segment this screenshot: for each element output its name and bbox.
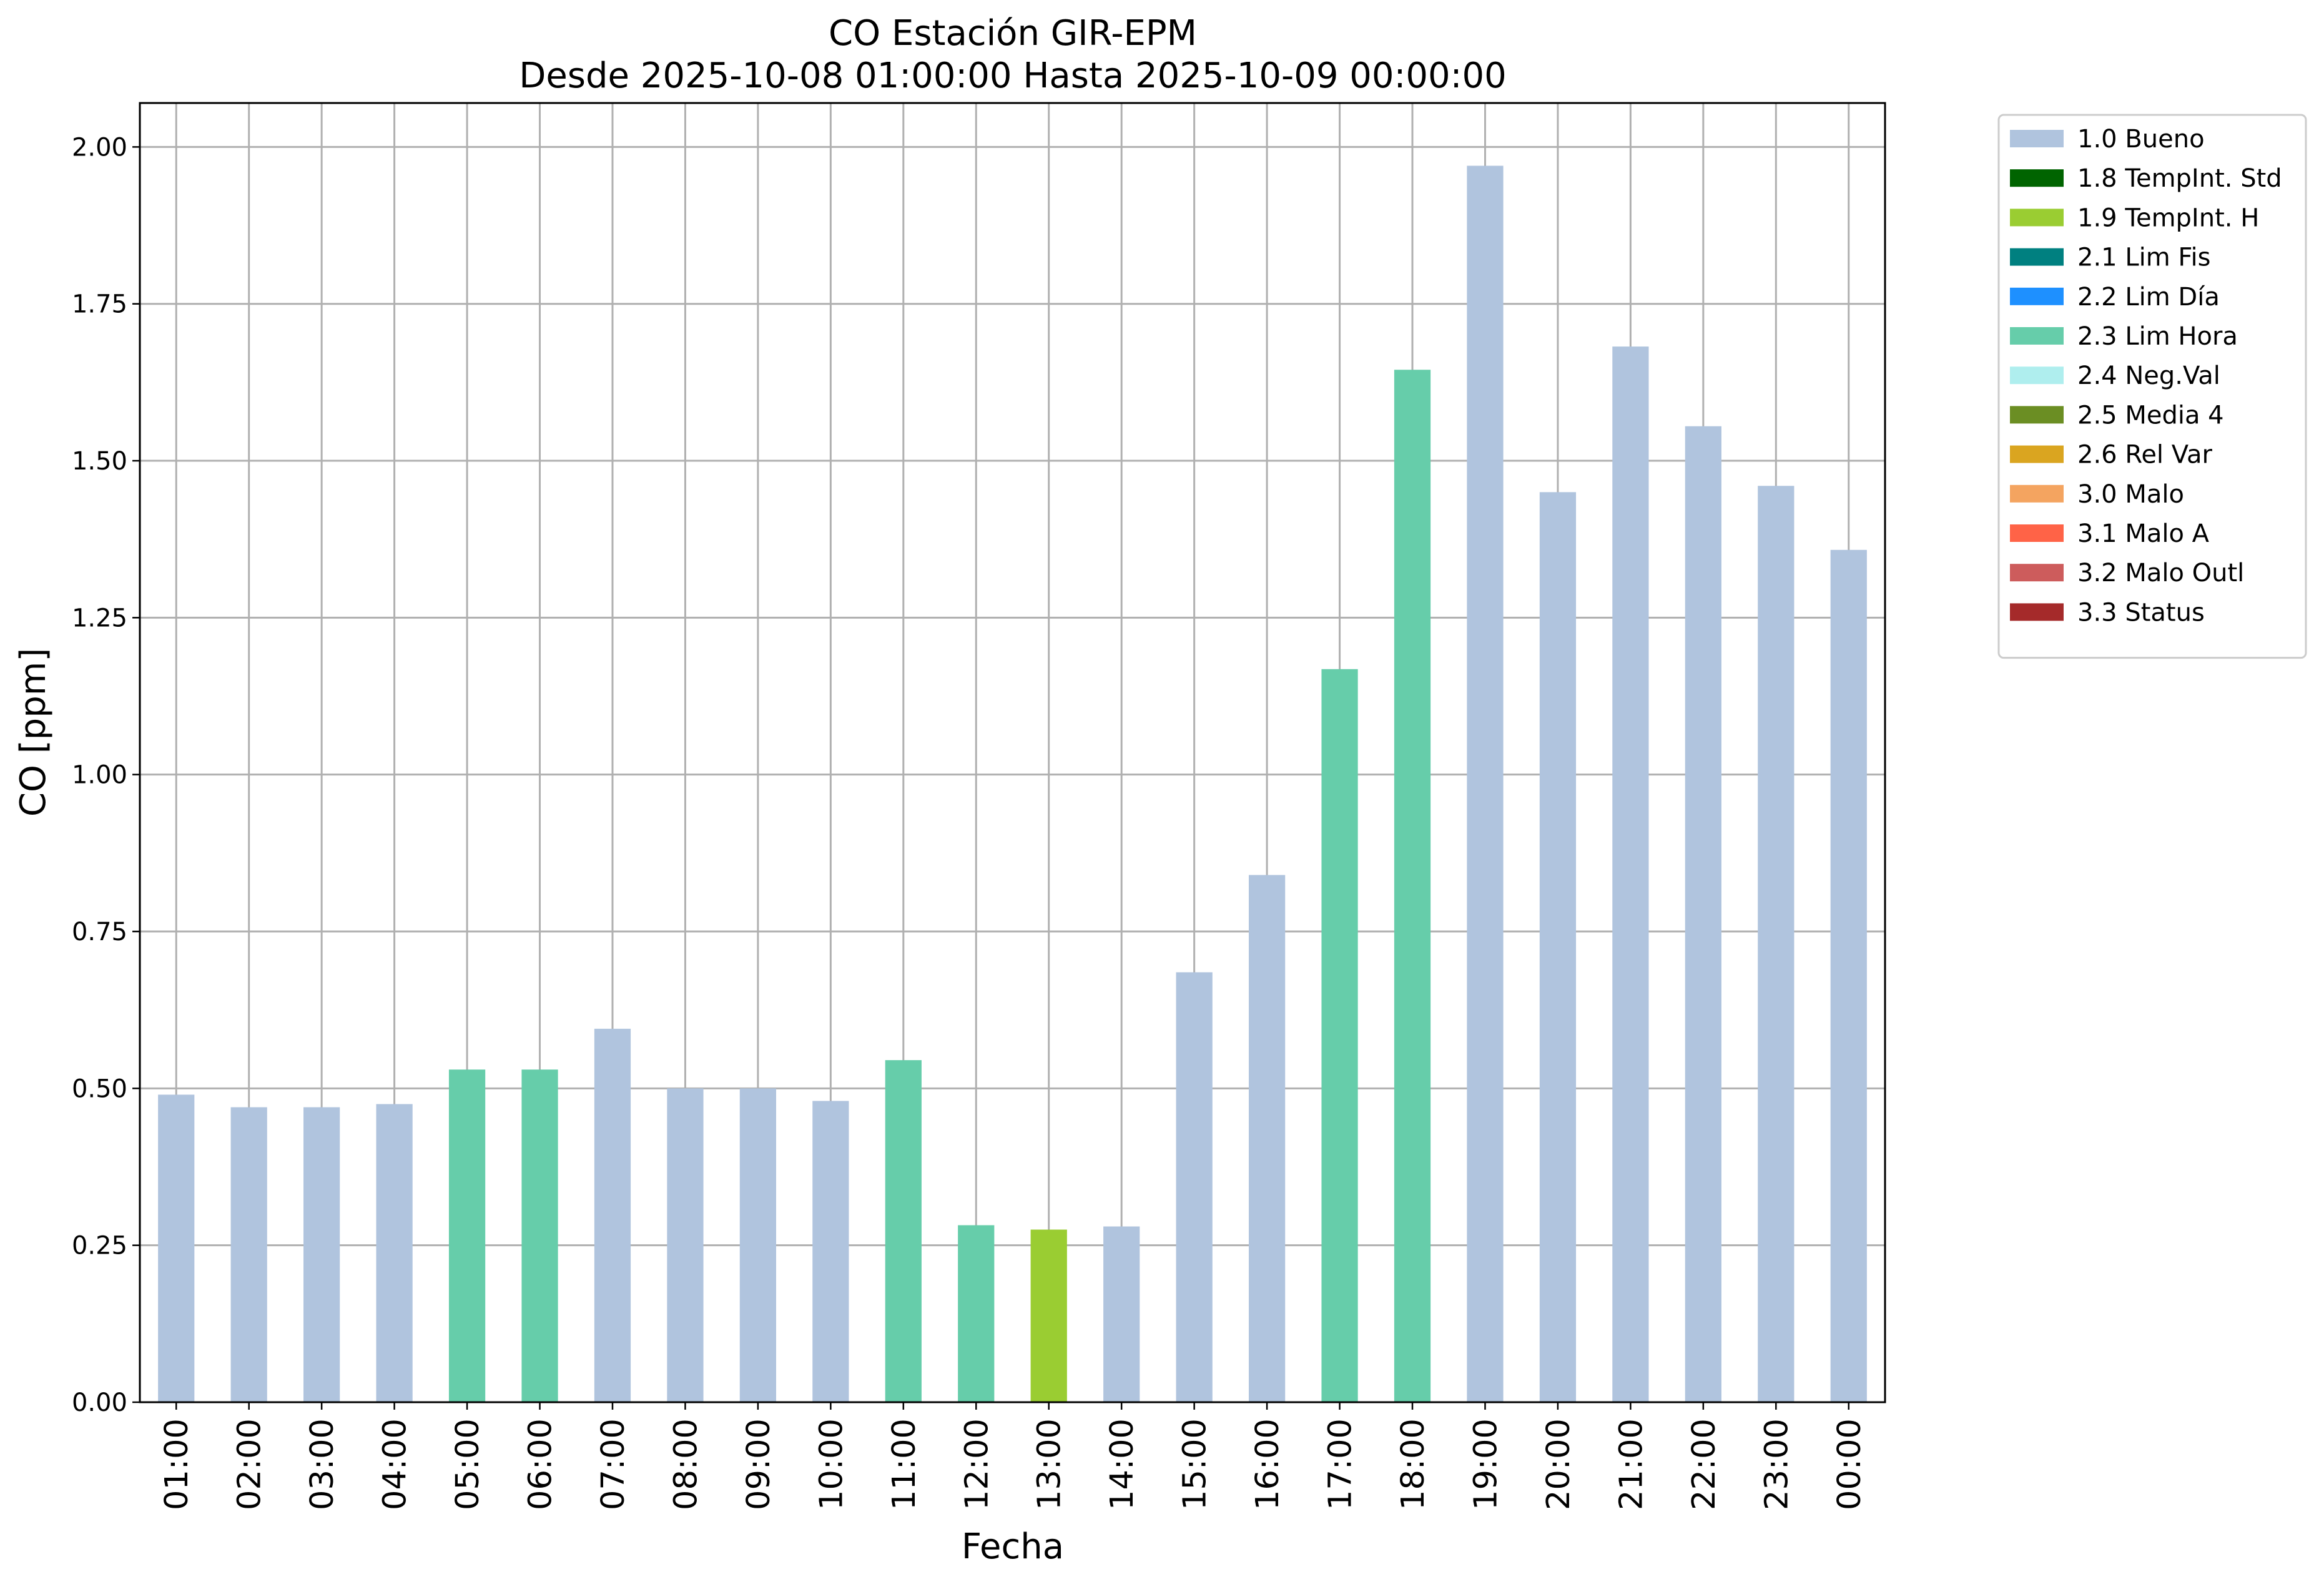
legend: 1.0 Bueno 1.8 TempInt. Std 1.9 TempInt. H 2… bbox=[1997, 114, 2307, 659]
x-tick-label: 02:00 bbox=[232, 1418, 268, 1510]
y-tick-label: 1.50 bbox=[72, 447, 127, 476]
bar-0500 bbox=[448, 1069, 486, 1402]
x-tick-label: 01:00 bbox=[159, 1418, 195, 1510]
x-tick-label: 16:00 bbox=[1249, 1418, 1286, 1510]
legend-entry-label: 1.9 TempInt. H bbox=[2077, 204, 2259, 232]
bar-1000 bbox=[812, 1101, 849, 1402]
legend-entry-label: 3.3 Status bbox=[2077, 598, 2205, 627]
x-tick-label: 18:00 bbox=[1395, 1418, 1432, 1510]
chart-title: CO Estación GIR-EPM bbox=[829, 13, 1197, 54]
y-tick-label: 2.00 bbox=[72, 133, 127, 162]
bar-0800 bbox=[667, 1088, 704, 1402]
x-tick-label: 07:00 bbox=[595, 1418, 632, 1510]
bar-1200 bbox=[958, 1225, 995, 1402]
legend-frame bbox=[1997, 114, 2307, 659]
x-tick-label: 10:00 bbox=[813, 1418, 850, 1510]
legend-swatch bbox=[2010, 445, 2064, 463]
x-tick-label: 06:00 bbox=[523, 1418, 559, 1510]
x-tick-label: 23:00 bbox=[1758, 1418, 1795, 1510]
bars bbox=[158, 165, 1867, 1403]
bar-1300 bbox=[1030, 1229, 1067, 1402]
legend-swatch bbox=[2010, 327, 2064, 345]
legend-entry-label: 2.5 Media 4 bbox=[2077, 401, 2224, 430]
x-tick-label: 21:00 bbox=[1613, 1418, 1650, 1510]
y-tick-label: 0.25 bbox=[72, 1232, 127, 1260]
legend-entry-label: 2.1 Lim Fis bbox=[2077, 243, 2210, 272]
bar-1500 bbox=[1176, 972, 1213, 1402]
bar-1800 bbox=[1394, 370, 1431, 1402]
x-tick-label: 19:00 bbox=[1467, 1418, 1504, 1510]
legend-swatch bbox=[2010, 484, 2064, 503]
x-tick-label: 17:00 bbox=[1322, 1418, 1359, 1510]
legend-swatch bbox=[2010, 248, 2064, 266]
chart-subtitle: Desde 2025-10-08 01:00:00 Hasta 2025-10-… bbox=[519, 56, 1507, 96]
bar-0700 bbox=[594, 1028, 631, 1402]
plot-area-frame bbox=[139, 102, 1886, 1403]
x-tick-label: 00:00 bbox=[1831, 1418, 1868, 1510]
x-tick-label: 13:00 bbox=[1032, 1418, 1068, 1510]
bar-0000 bbox=[1830, 549, 1867, 1402]
bar-0200 bbox=[230, 1107, 267, 1402]
y-tick-label: 1.25 bbox=[72, 604, 127, 632]
bar-1600 bbox=[1248, 875, 1286, 1402]
x-tick-label: 11:00 bbox=[886, 1418, 923, 1510]
x-tick-label: 20:00 bbox=[1540, 1418, 1577, 1510]
y-axis-ticks: 0.00 0.25 0.50 0.75 1.00 1.25 1.50 1.75 2.00 bbox=[72, 133, 140, 1417]
legend-swatch bbox=[2010, 524, 2064, 542]
legend-entry-label: 2.4 Neg.Val bbox=[2077, 361, 2220, 390]
legend-swatch bbox=[2010, 130, 2064, 147]
legend-entry-label: 2.2 Lim Día bbox=[2077, 283, 2220, 312]
legend-swatch bbox=[2010, 366, 2064, 385]
bar-0300 bbox=[303, 1107, 340, 1402]
y-tick-label: 1.00 bbox=[72, 761, 127, 790]
x-tick-label: 15:00 bbox=[1177, 1418, 1214, 1510]
bar-1100 bbox=[885, 1060, 922, 1402]
y-axis-label: CO [ppm] bbox=[13, 648, 54, 817]
bar-1900 bbox=[1467, 165, 1504, 1403]
legend-entry-label: 3.1 Malo A bbox=[2077, 519, 2210, 548]
legend-entry-label: 1.8 TempInt. Std bbox=[2077, 164, 2282, 193]
bar-2000 bbox=[1539, 492, 1577, 1402]
x-tick-label: 04:00 bbox=[377, 1418, 414, 1510]
bar-0100 bbox=[158, 1094, 195, 1402]
bar-0900 bbox=[739, 1088, 777, 1402]
legend-swatch bbox=[2010, 603, 2064, 621]
legend-entry-label: 1.0 Bueno bbox=[2077, 125, 2205, 154]
bar-1700 bbox=[1321, 669, 1358, 1402]
x-tick-label: 22:00 bbox=[1686, 1418, 1723, 1510]
x-tick-label: 09:00 bbox=[741, 1418, 777, 1510]
legend-swatch bbox=[2010, 169, 2064, 187]
y-tick-label: 0.50 bbox=[72, 1074, 127, 1103]
legend-swatch bbox=[2010, 406, 2064, 424]
bar-1400 bbox=[1103, 1226, 1140, 1402]
x-tick-label: 08:00 bbox=[667, 1418, 704, 1510]
x-tick-label: 05:00 bbox=[450, 1418, 486, 1510]
bar-2200 bbox=[1685, 426, 1721, 1402]
x-tick-label: 12:00 bbox=[958, 1418, 995, 1510]
bar-2300 bbox=[1758, 486, 1795, 1403]
legend-entry-label: 3.0 Malo bbox=[2077, 480, 2184, 509]
legend-entry-label: 2.6 Rel Var bbox=[2077, 441, 2213, 469]
legend-swatch bbox=[2010, 564, 2064, 582]
y-tick-label: 1.75 bbox=[72, 290, 127, 319]
x-axis-label: Fecha bbox=[962, 1526, 1064, 1567]
legend-entry-label: 3.2 Malo Outl bbox=[2077, 559, 2244, 587]
legend-entry-label: 2.3 Lim Hora bbox=[2077, 322, 2238, 351]
y-tick-label: 0.00 bbox=[72, 1388, 127, 1417]
legend-swatch bbox=[2010, 209, 2064, 227]
y-tick-label: 0.75 bbox=[72, 918, 127, 946]
x-tick-label: 03:00 bbox=[304, 1418, 341, 1510]
bar-2100 bbox=[1612, 346, 1649, 1403]
bar-0600 bbox=[521, 1069, 558, 1402]
legend-swatch bbox=[2010, 287, 2064, 305]
bar-0400 bbox=[376, 1104, 413, 1402]
x-axis-ticks: 01:00 02:00 03:00 04:00 05:00 06:00 07:00 08:00… bbox=[159, 1402, 1868, 1510]
x-tick-label: 14:00 bbox=[1104, 1418, 1141, 1510]
